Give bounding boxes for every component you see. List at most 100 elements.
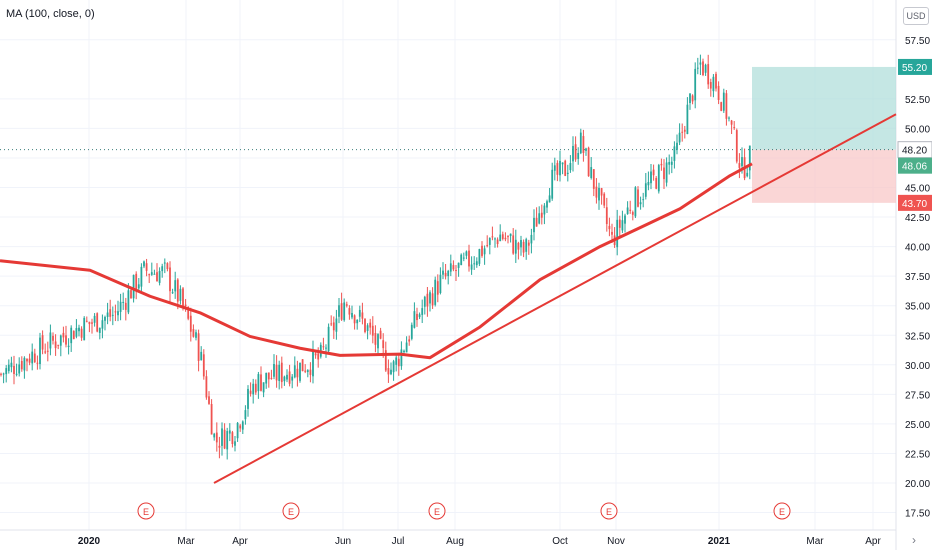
candle-body (158, 271, 161, 283)
candle-body (530, 234, 533, 244)
candle-body (132, 274, 135, 299)
candle-body (520, 239, 522, 248)
candle-body (525, 239, 528, 252)
candle-body (2, 373, 5, 375)
earnings-marker[interactable]: E (773, 502, 791, 520)
candle-body (556, 162, 559, 175)
candle-body (460, 254, 463, 266)
candle-body (486, 245, 489, 247)
candle-body (564, 160, 567, 176)
candle-body (691, 95, 694, 102)
earnings-marker[interactable]: E (428, 502, 446, 520)
candle-body (340, 303, 343, 320)
x-tick-label: Apr (232, 536, 248, 547)
candle-body (663, 167, 665, 180)
candle-body (163, 262, 166, 264)
candle-body (184, 304, 187, 307)
candle-body (475, 261, 478, 266)
candle-body (309, 369, 312, 375)
candle-body (535, 217, 538, 227)
candle-body (91, 322, 93, 324)
candle-body (283, 376, 286, 382)
earnings-marker[interactable]: E (282, 502, 300, 520)
candle-body (5, 368, 8, 375)
candle-body (7, 364, 10, 372)
candle-body (366, 325, 369, 331)
earnings-marker[interactable]: E (600, 502, 618, 520)
candle-body (439, 274, 442, 293)
candle-body (202, 354, 205, 377)
candle-body (351, 312, 353, 318)
candle-body (590, 167, 593, 179)
stop-zone[interactable] (752, 149, 896, 203)
candle-body (720, 102, 723, 111)
candle-body (252, 383, 255, 395)
candle-body (574, 144, 577, 160)
candle-body (681, 131, 684, 133)
candle-body (244, 410, 247, 420)
candle-body (312, 349, 314, 377)
candle-body (314, 353, 317, 356)
candle-body (249, 390, 252, 394)
candle-body (67, 345, 70, 348)
currency-button[interactable]: USD (903, 7, 929, 25)
candle-body (403, 350, 405, 353)
candle-body (98, 327, 101, 333)
candle-body (195, 332, 197, 338)
scroll-right-icon[interactable]: › (912, 533, 916, 547)
candle-body (678, 132, 681, 143)
earnings-marker[interactable]: E (137, 502, 155, 520)
x-tick-label: Oct (552, 536, 568, 547)
stop-price-label-text: 43.70 (902, 199, 927, 210)
candle-body (647, 181, 650, 186)
candle-body (741, 157, 743, 167)
earnings-label: E (779, 507, 785, 517)
candle-body (553, 165, 556, 171)
candle-body (379, 330, 382, 339)
candle-body (616, 219, 619, 248)
candle-body (569, 163, 572, 171)
candle-body (626, 207, 629, 215)
candle-body (418, 314, 421, 318)
candle-body (548, 195, 551, 203)
candle-body (634, 187, 637, 217)
candle-body (546, 201, 548, 208)
target-zone[interactable] (752, 66, 896, 150)
candle-body (540, 212, 543, 218)
candle-body (317, 353, 320, 360)
x-tick-label: Jul (392, 536, 405, 547)
earnings-label: E (606, 507, 612, 517)
candle-body (114, 311, 117, 313)
indicator-label[interactable]: MA (100, close, 0) (6, 8, 95, 20)
x-tick-label: Nov (607, 536, 625, 547)
candle-body (600, 188, 603, 196)
candle-body (507, 236, 509, 238)
candle-body (665, 162, 668, 183)
earnings-circle (428, 502, 446, 520)
candle-body (358, 309, 361, 317)
candle-body (28, 358, 31, 363)
moving-average-line[interactable] (0, 162, 753, 360)
candle-body (299, 362, 301, 381)
candle-body (608, 225, 611, 230)
candle-body (215, 432, 218, 443)
earnings-label: E (143, 507, 149, 517)
x-tick-label: Aug (446, 536, 464, 547)
candle-body (514, 239, 517, 254)
earnings-circle (137, 502, 155, 520)
trendline[interactable] (213, 113, 897, 484)
candle-body (660, 163, 663, 166)
candle-body (462, 257, 465, 259)
y-tick-label: 42.50 (905, 213, 930, 224)
candle-body (189, 315, 192, 332)
candle-body (137, 284, 140, 289)
candle-body (88, 321, 91, 325)
candle-body (301, 359, 304, 372)
candle-body (673, 146, 676, 161)
y-tick-label: 27.50 (905, 390, 930, 401)
candle-body (452, 265, 455, 270)
candle-body (707, 64, 710, 85)
candle-body (717, 85, 720, 100)
candle-body (538, 213, 541, 224)
